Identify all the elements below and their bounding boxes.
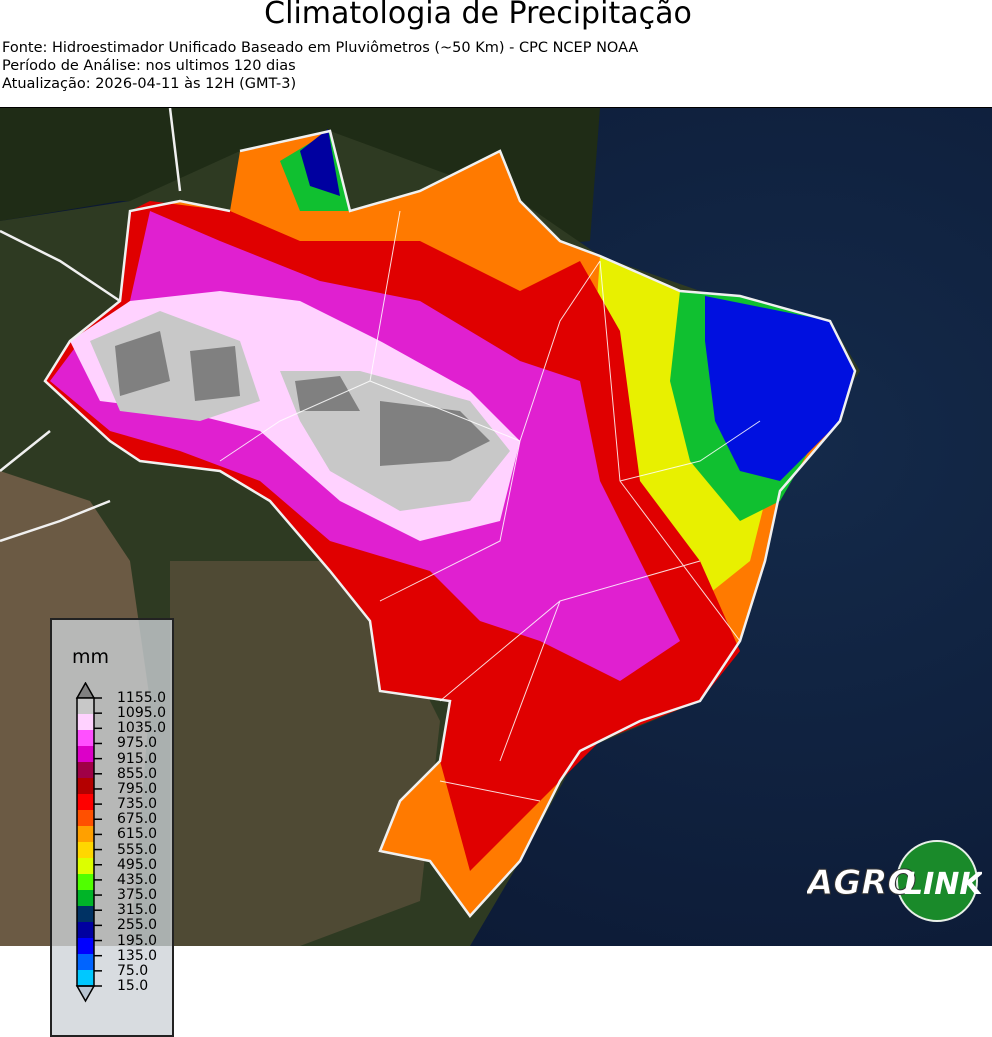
colorbar-tick-label: 915.0 bbox=[117, 750, 158, 767]
colorbar-over-arrow bbox=[75, 682, 96, 699]
colorbar-swatch bbox=[77, 906, 94, 922]
colorbar-tick-label: 255.0 bbox=[117, 917, 158, 934]
colorbar-tick-label: 1035.0 bbox=[117, 720, 166, 737]
colorbar-legend: mm 1155.0 1095.0 1035.0 975.0 915.0 855.0 795.… bbox=[50, 618, 174, 1037]
colorbar-swatch bbox=[77, 842, 94, 858]
colorbar-swatch bbox=[77, 938, 94, 954]
colorbar-tick-label: 135.0 bbox=[117, 947, 158, 964]
source-text: Fonte: Hidroestimador Unificado Baseado … bbox=[2, 40, 639, 56]
colorbar-swatch bbox=[77, 714, 94, 730]
map-svg bbox=[0, 107, 992, 946]
colorbar-tick-label: 435.0 bbox=[117, 871, 158, 888]
colorbar-swatch bbox=[77, 874, 94, 890]
colorbar-swatch bbox=[77, 698, 94, 714]
svg-text:AGRO: AGRO bbox=[807, 863, 916, 903]
colorbar-tick-label: 375.0 bbox=[117, 887, 158, 904]
colorbar-tick-label: 1095.0 bbox=[117, 705, 166, 722]
colorbar-tick-label: 675.0 bbox=[117, 811, 158, 828]
band-blue-north bbox=[300, 129, 340, 196]
colorbar-swatch bbox=[77, 954, 94, 970]
colorbar-swatch bbox=[77, 794, 94, 810]
precipitation-map: mm 1155.0 1095.0 1035.0 975.0 915.0 855.0 795.… bbox=[0, 107, 992, 1037]
colorbar-tick-label: 795.0 bbox=[117, 780, 158, 797]
state-borders bbox=[219, 210, 761, 802]
colorbar-swatch bbox=[77, 922, 94, 938]
colorbar-tick-label: 195.0 bbox=[117, 932, 158, 949]
country-borders bbox=[0, 107, 857, 918]
colorbar-swatch bbox=[77, 762, 94, 778]
colorbar-tick-label: 15.0 bbox=[117, 978, 149, 994]
colorbar-swatch bbox=[77, 890, 94, 906]
colorbar-tick-label: 975.0 bbox=[117, 735, 158, 752]
colorbar-tick-label: 855.0 bbox=[117, 765, 158, 782]
colorbar-tick-label: 75.0 bbox=[117, 962, 149, 979]
colorbar-swatch bbox=[77, 970, 94, 986]
land-chaco bbox=[170, 561, 440, 946]
colorbar-swatch bbox=[77, 826, 94, 842]
colorbar-tick-label: 495.0 bbox=[117, 856, 158, 873]
colorbar-tick-label: 1155.0 bbox=[117, 690, 166, 706]
svg-text:LINK: LINK bbox=[904, 867, 982, 902]
colorbar-swatch bbox=[77, 858, 94, 874]
legend-unit: mm bbox=[72, 646, 110, 668]
band-gray-dark bbox=[115, 331, 490, 466]
colorbar-tick-label: 315.0 bbox=[117, 902, 158, 919]
logo-graphic: AGRO LINK bbox=[804, 840, 985, 922]
colorbar-swatch bbox=[77, 746, 94, 762]
updated-text: Atualização: 2026-04-11 às 12H (GMT-3) bbox=[2, 76, 297, 92]
period-text: Período de Análise: nos ultimos 120 dias bbox=[2, 58, 296, 74]
page-title: Climatologia de Precipitação bbox=[264, 0, 692, 31]
colorbar-swatch bbox=[77, 778, 94, 794]
colorbar-swatch bbox=[77, 810, 94, 826]
colorbar-tick-label: 615.0 bbox=[117, 826, 158, 843]
colorbar-tick-label: 555.0 bbox=[117, 841, 158, 858]
colorbar-tick-label: 735.0 bbox=[117, 796, 158, 813]
colorbar bbox=[75, 682, 102, 1003]
band-blue bbox=[705, 296, 855, 481]
colorbar-under-arrow bbox=[75, 985, 96, 1003]
agrolink-logo: AGRO LINK bbox=[804, 839, 985, 928]
colorbar-swatch bbox=[77, 730, 94, 746]
